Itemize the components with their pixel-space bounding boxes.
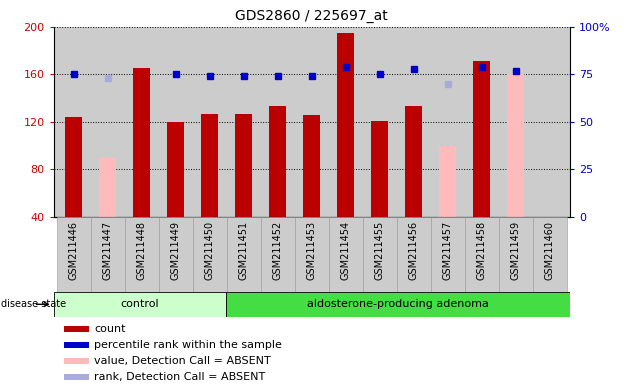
Bar xyxy=(507,74,524,217)
Text: value, Detection Call = ABSENT: value, Detection Call = ABSENT xyxy=(94,356,271,366)
Bar xyxy=(168,122,185,217)
Bar xyxy=(337,33,354,217)
Bar xyxy=(236,114,253,217)
Text: GSM211456: GSM211456 xyxy=(409,221,419,280)
Bar xyxy=(363,217,397,292)
Bar xyxy=(100,157,117,217)
Text: GSM211449: GSM211449 xyxy=(171,221,181,280)
Bar xyxy=(304,115,320,217)
Bar xyxy=(91,217,125,292)
Bar xyxy=(261,217,295,292)
Bar xyxy=(64,326,89,332)
Title: GDS2860 / 225697_at: GDS2860 / 225697_at xyxy=(236,9,388,23)
Text: GSM211454: GSM211454 xyxy=(341,221,351,280)
Text: percentile rank within the sample: percentile rank within the sample xyxy=(94,340,282,350)
Text: count: count xyxy=(94,324,125,334)
Bar xyxy=(64,342,89,348)
Bar xyxy=(64,374,89,379)
Bar xyxy=(465,217,499,292)
Bar xyxy=(193,217,227,292)
Bar xyxy=(270,106,287,217)
Bar xyxy=(54,292,226,317)
Bar xyxy=(64,358,89,364)
Bar xyxy=(473,61,490,217)
Bar xyxy=(533,217,567,292)
Bar xyxy=(226,292,570,317)
Bar xyxy=(499,217,533,292)
Bar xyxy=(57,217,91,292)
Text: GSM211448: GSM211448 xyxy=(137,221,147,280)
Text: aldosterone-producing adenoma: aldosterone-producing adenoma xyxy=(307,299,489,310)
Text: GSM211452: GSM211452 xyxy=(273,221,283,280)
Bar xyxy=(125,217,159,292)
Text: GSM211459: GSM211459 xyxy=(511,221,521,280)
Text: control: control xyxy=(120,299,159,310)
Bar xyxy=(371,121,388,217)
Bar xyxy=(431,217,465,292)
Text: disease state: disease state xyxy=(1,299,66,310)
Bar xyxy=(405,106,422,217)
Bar xyxy=(397,217,431,292)
Text: GSM211450: GSM211450 xyxy=(205,221,215,280)
Text: GSM211455: GSM211455 xyxy=(375,221,385,280)
Bar xyxy=(66,117,83,217)
Text: GSM211451: GSM211451 xyxy=(239,221,249,280)
Bar xyxy=(227,217,261,292)
Bar xyxy=(439,146,456,217)
Bar xyxy=(134,68,151,217)
Text: GSM211457: GSM211457 xyxy=(443,221,453,280)
Text: GSM211460: GSM211460 xyxy=(545,221,555,280)
Text: rank, Detection Call = ABSENT: rank, Detection Call = ABSENT xyxy=(94,372,265,382)
Bar xyxy=(202,114,219,217)
Text: GSM211447: GSM211447 xyxy=(103,221,113,280)
Bar xyxy=(295,217,329,292)
Text: GSM211458: GSM211458 xyxy=(477,221,487,280)
Bar xyxy=(159,217,193,292)
Text: GSM211446: GSM211446 xyxy=(69,221,79,280)
Bar xyxy=(329,217,363,292)
Text: GSM211453: GSM211453 xyxy=(307,221,317,280)
